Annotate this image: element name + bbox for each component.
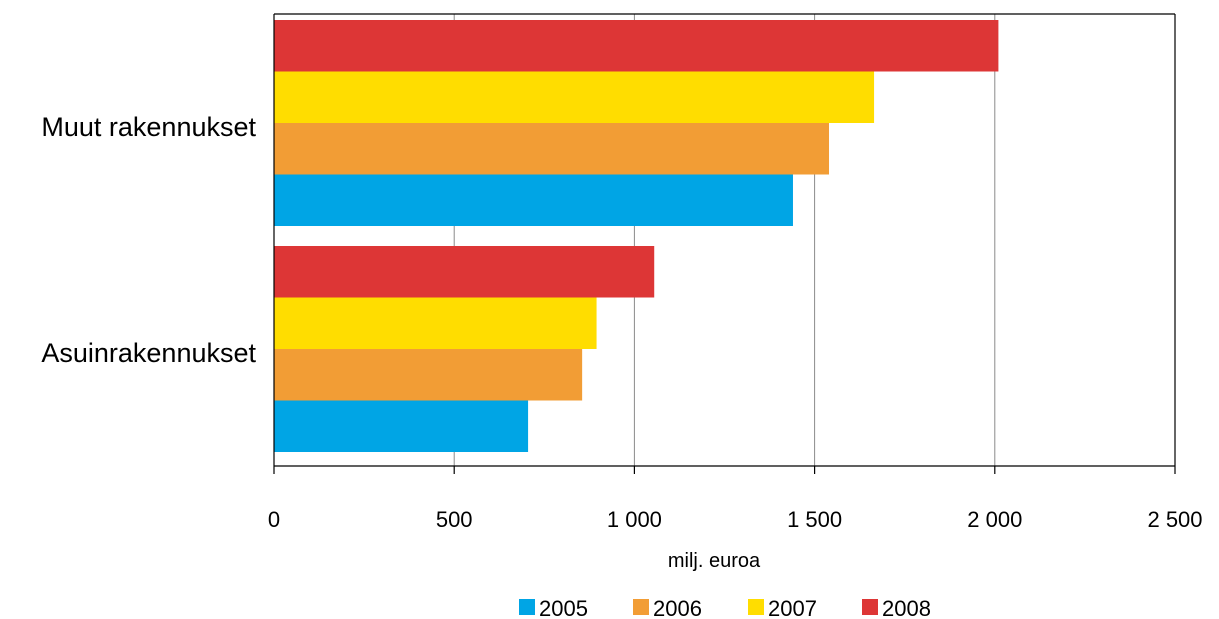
legend-swatch-2008: [862, 599, 878, 615]
legend-label: 2005: [539, 596, 588, 619]
bar-2007: [274, 297, 597, 349]
x-tick-label: 1 500: [787, 507, 842, 532]
legend: 2005 2006 2007 2008: [519, 596, 931, 619]
bars: [274, 20, 999, 452]
category-label: Asuinrakennukset: [41, 338, 256, 368]
x-tick-label: 1 000: [607, 507, 662, 532]
bar-2005: [274, 400, 529, 452]
x-tick-label: 2 500: [1147, 507, 1202, 532]
x-tick-label: 2 000: [967, 507, 1022, 532]
x-axis-title: milj. euroa: [668, 550, 761, 572]
axes: [273, 13, 1176, 474]
legend-swatch-2005: [519, 599, 535, 615]
legend-label: 2006: [653, 596, 702, 619]
legend-swatch-2006: [633, 599, 649, 615]
bar-2008: [274, 20, 999, 72]
bar-2007: [274, 71, 875, 123]
category-label: Muut rakennukset: [41, 112, 256, 142]
bar-2006: [274, 123, 830, 175]
x-tick-labels: 0 500 1 000 1 500 2 000 2 500: [268, 507, 1203, 532]
bar-2008: [274, 246, 655, 298]
legend-swatch-2007: [748, 599, 764, 615]
bar-2006: [274, 349, 583, 401]
legend-label: 2008: [882, 596, 931, 619]
bar-2005: [274, 174, 793, 226]
x-tick-label: 0: [268, 507, 280, 532]
legend-label: 2007: [768, 596, 817, 619]
x-tick-label: 500: [436, 507, 473, 532]
category-labels: Muut rakennukset Asuinrakennukset: [41, 112, 256, 368]
